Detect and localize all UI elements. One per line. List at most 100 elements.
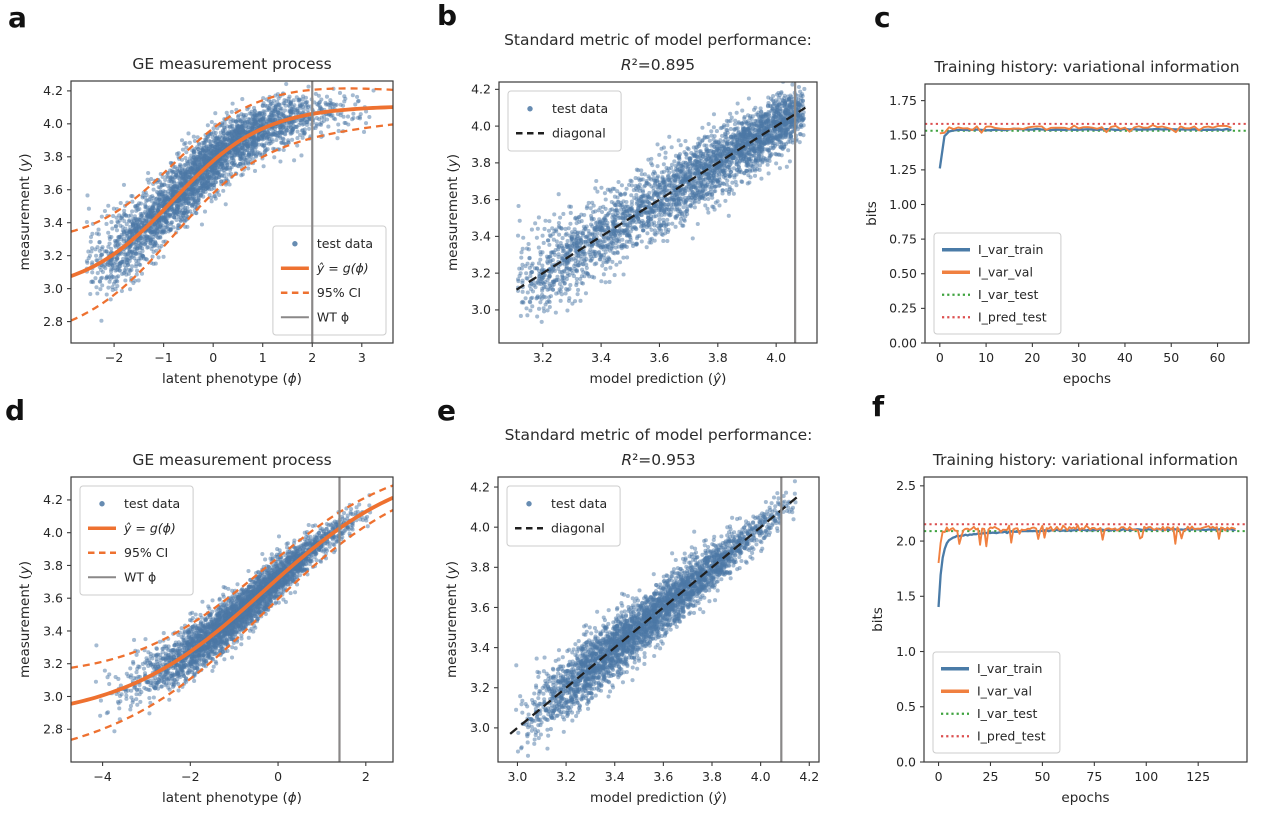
y-axis-label: bits xyxy=(864,201,880,226)
panel-b-chart: test data diagonal 3.2 3.4 3.6 3.8 4.0 3.03.23.… xyxy=(445,31,818,387)
legend-frame xyxy=(507,90,622,152)
axes-frame xyxy=(497,476,820,763)
x-axis-label: latent phenotype (ϕ) xyxy=(162,371,302,387)
y-axis-label: measurement (y) xyxy=(17,153,33,270)
panel-d-chart: test data ŷ = g(ϕ) 95% CI WT ϕ −4 −2 0 2 2.83.03… xyxy=(17,451,394,806)
panel-c-legend: I_var_train I_var_val I_var_test I_pred_tes… xyxy=(933,232,1062,335)
legend-label: ŷ = g(ϕ) xyxy=(123,521,176,536)
legend-dot-marker xyxy=(526,501,532,507)
svg-text:−1: −1 xyxy=(154,350,172,365)
svg-text:3: 3 xyxy=(358,350,366,365)
ci-upper-curve xyxy=(71,87,393,233)
panel-b-title: Standard metric of model performance: xyxy=(504,31,812,49)
svg-text:0: 0 xyxy=(209,350,217,365)
y-axis-label: measurement (y) xyxy=(17,561,33,678)
y-ticks: 2.83.03.23.43.63.84.04.2 xyxy=(43,492,71,737)
legend-label: test data xyxy=(551,496,607,511)
svg-text:4.2: 4.2 xyxy=(43,83,63,98)
svg-text:4.0: 4.0 xyxy=(43,116,63,131)
panel-f-legend: I_var_train I_var_val I_var_test I_pred_tes… xyxy=(932,651,1061,754)
ivar-train-line xyxy=(938,127,1232,169)
svg-text:3.6: 3.6 xyxy=(43,182,63,197)
x-ticks: 3.2 3.4 3.6 3.8 4.0 xyxy=(533,343,786,365)
legend-dot-marker xyxy=(99,501,105,507)
legend-label: I_pred_test xyxy=(977,729,1046,744)
legend-label: WT ϕ xyxy=(317,310,349,325)
legend-frame xyxy=(506,485,621,547)
panel-d-title: GE measurement process xyxy=(132,451,331,469)
panel-d-label: d xyxy=(5,394,26,427)
legend-label: I_pred_test xyxy=(978,310,1047,325)
x-ticks: −4 −2 0 2 xyxy=(93,762,370,784)
panel-a-chart: test data ŷ = g(ϕ) 95% CI WT ϕ −2 −1 0 1 2 3 2.8 3.… xyxy=(17,55,394,387)
test-data-points xyxy=(514,479,798,758)
svg-text:3.2: 3.2 xyxy=(43,248,63,263)
svg-text:1: 1 xyxy=(259,350,267,365)
panel-f-title: Training history: variational informatio… xyxy=(932,451,1238,469)
legend-dot-marker xyxy=(292,241,298,247)
y-axis-label: measurement (y) xyxy=(444,561,460,678)
ivar-val-line xyxy=(939,124,1232,135)
x-axis-label: model prediction (ŷ) xyxy=(590,790,727,806)
svg-text:2.8: 2.8 xyxy=(43,314,63,329)
x-ticks: −2 −1 0 1 2 3 xyxy=(105,343,366,365)
panel-e-chart: test data diagonal 3.0 3.2 3.4 3.6 3.8 4.0 4.2 3.… xyxy=(444,426,820,806)
y-ticks: 0.00.51.01.52.02.5 xyxy=(896,478,924,769)
ivar-train-line xyxy=(937,527,1236,608)
svg-text:3.4: 3.4 xyxy=(43,215,63,230)
legend-label: diagonal xyxy=(551,521,605,536)
panel-b-legend: test data diagonal xyxy=(507,90,622,152)
legend-frame xyxy=(272,225,387,336)
ci-lower-curve xyxy=(71,123,393,322)
legend-label: 95% CI xyxy=(124,545,168,560)
panel-a-legend: test data ŷ = g(ϕ) 95% CI WT ϕ xyxy=(272,225,387,336)
panel-c-chart: I_var_train I_var_val I_var_test I_pred_tes… xyxy=(864,58,1250,387)
x-ticks: 0 25 50 75 100 125 xyxy=(935,762,1210,784)
legend-label: 95% CI xyxy=(317,285,361,300)
svg-text:3.8: 3.8 xyxy=(43,149,63,164)
legend-frame xyxy=(932,651,1061,754)
axes-frame xyxy=(923,476,1248,763)
panel-c-label: c xyxy=(874,1,891,34)
legend-label: I_var_val xyxy=(978,265,1033,280)
panel-b-title: R²=0.895 xyxy=(621,56,695,74)
legend-label: WT ϕ xyxy=(124,570,156,585)
y-axis-label: measurement (y) xyxy=(445,154,461,271)
x-ticks: 0 10 20 30 40 50 60 xyxy=(936,343,1226,365)
panel-f-chart: I_var_train I_var_val I_var_test I_pred_tes… xyxy=(870,451,1248,806)
legend-label: ŷ = g(ϕ) xyxy=(316,261,369,276)
y-ticks: 3.03.23.43.63.84.04.2 xyxy=(471,82,499,317)
x-axis-label: model prediction (ŷ) xyxy=(590,371,727,387)
test-data-points xyxy=(515,82,807,324)
panel-e-label: e xyxy=(437,394,456,427)
panel-a-title: GE measurement process xyxy=(132,55,331,73)
axes-frame xyxy=(498,81,818,344)
axes-frame xyxy=(924,83,1250,344)
y-ticks: 2.83.03.23.43.63.84.04.2 xyxy=(43,83,71,329)
panel-d-legend: test data ŷ = g(ϕ) 95% CI WT ϕ xyxy=(79,485,194,596)
y-axis-label: bits xyxy=(870,607,886,632)
x-ticks: 3.0 3.2 3.4 3.6 3.8 4.0 4.2 xyxy=(508,762,819,784)
panel-e-title: R²=0.953 xyxy=(621,451,695,469)
panel-a-label: a xyxy=(8,1,27,34)
y-ticks: 3.03.23.43.63.84.04.2 xyxy=(470,479,498,735)
panel-e-legend: test data diagonal xyxy=(506,485,621,547)
x-axis-label: epochs xyxy=(1061,790,1109,806)
legend-frame xyxy=(933,232,1062,335)
legend-label: I_var_train xyxy=(978,242,1043,257)
x-axis-label: latent phenotype (ϕ) xyxy=(162,790,302,806)
ge-nonlinearity-curve xyxy=(71,105,393,278)
legend-label: test data xyxy=(552,101,608,116)
panel-c-title: Training history: variational informatio… xyxy=(933,58,1239,76)
panel-b-label: b xyxy=(437,0,458,32)
y-ticks: 0.000.250.500.751.001.251.501.75 xyxy=(889,93,925,350)
legend-label: test data xyxy=(317,236,373,251)
x-axis-label: epochs xyxy=(1063,371,1111,387)
legend-label: I_var_test xyxy=(977,706,1037,721)
panel-e-title: Standard metric of model performance: xyxy=(505,426,813,444)
ivar-val-line xyxy=(937,524,1236,564)
legend-frame xyxy=(79,485,194,596)
legend-label: diagonal xyxy=(552,126,606,141)
